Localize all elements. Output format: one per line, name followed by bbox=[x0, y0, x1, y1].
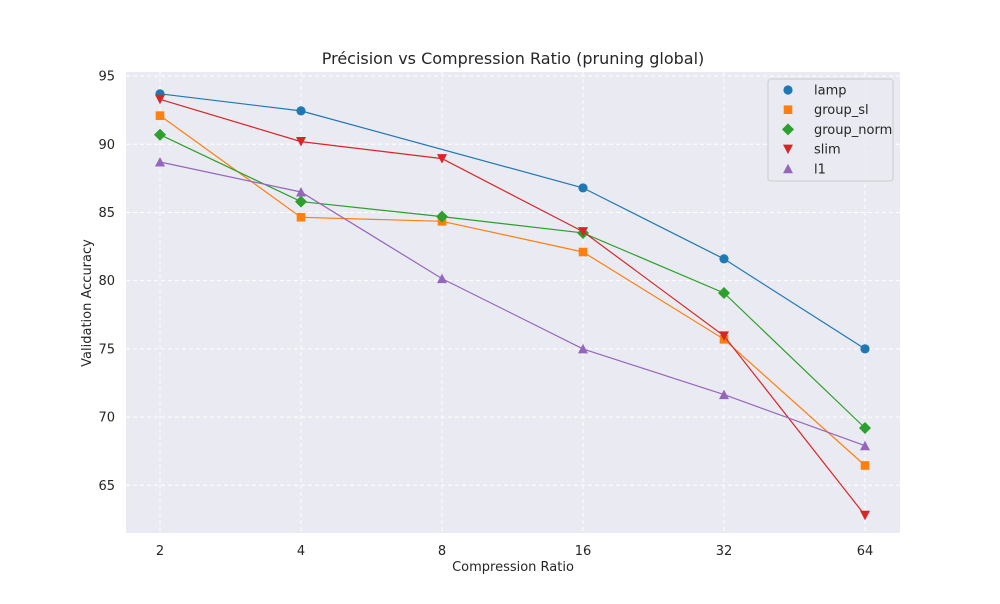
data-point-lamp bbox=[860, 344, 870, 354]
legend-marker-lamp bbox=[783, 85, 793, 95]
data-point-group_norm bbox=[295, 195, 307, 208]
data-point-l1 bbox=[296, 187, 306, 197]
legend-label: slim bbox=[814, 143, 841, 158]
data-point-lamp bbox=[719, 254, 729, 264]
legend-marker-l1 bbox=[783, 163, 793, 174]
legend-label: group_sl bbox=[814, 103, 869, 118]
x-tick-label: 64 bbox=[857, 544, 874, 559]
legend-item: group_sl bbox=[783, 103, 869, 118]
data-point-group_norm bbox=[859, 421, 871, 434]
y-tick-label: 95 bbox=[98, 70, 115, 85]
x-tick-label: 16 bbox=[575, 544, 592, 559]
data-point-slim bbox=[155, 94, 165, 105]
legend-marker-slim bbox=[783, 144, 793, 155]
legend-label: l1 bbox=[814, 162, 826, 177]
x-tick-label: 4 bbox=[297, 544, 305, 559]
y-tick-label: 75 bbox=[98, 342, 115, 357]
data-point-group_sl bbox=[860, 461, 870, 470]
data-point-slim bbox=[296, 137, 306, 147]
x-tick-label: 8 bbox=[438, 544, 446, 559]
x-axis-label: Compression Ratio bbox=[452, 560, 574, 575]
legend-item: l1 bbox=[783, 162, 826, 177]
data-point-l1 bbox=[719, 389, 729, 400]
data-point-group_norm bbox=[154, 128, 166, 141]
y-tick-label: 80 bbox=[98, 274, 115, 289]
series-line-l1 bbox=[159, 161, 866, 447]
y-tick-label: 70 bbox=[98, 411, 115, 426]
series-line-group_norm bbox=[159, 134, 866, 429]
y-axis-label: Validation Accuracy bbox=[80, 239, 95, 367]
data-point-lamp bbox=[296, 106, 306, 116]
data-point-group_sl bbox=[578, 247, 588, 257]
data-point-lamp bbox=[578, 183, 588, 193]
x-tick-label: 32 bbox=[716, 544, 733, 559]
legend-label: lamp bbox=[814, 84, 847, 99]
legend-item: group_norm bbox=[782, 123, 892, 138]
data-point-l1 bbox=[437, 273, 447, 284]
chart-title: Précision vs Compression Ratio (pruning … bbox=[322, 49, 705, 68]
legend-item: slim bbox=[783, 143, 841, 158]
legend-item: lamp bbox=[783, 84, 847, 99]
data-point-slim bbox=[719, 331, 729, 341]
series-layer bbox=[154, 89, 871, 521]
y-tick-label: 85 bbox=[98, 206, 115, 221]
data-point-group_norm bbox=[436, 210, 448, 223]
legend-box bbox=[767, 78, 894, 182]
data-point-group_sl bbox=[296, 212, 306, 222]
series-line-group_sl bbox=[159, 115, 866, 466]
data-point-slim bbox=[437, 154, 447, 164]
data-point-l1 bbox=[155, 157, 165, 167]
data-point-l1 bbox=[860, 440, 870, 451]
data-point-group_sl bbox=[155, 111, 165, 120]
legend-marker-group_norm bbox=[782, 123, 794, 136]
series-line-slim bbox=[159, 98, 866, 516]
series-slim bbox=[155, 94, 870, 521]
data-point-l1 bbox=[578, 343, 588, 354]
series-l1 bbox=[155, 157, 870, 451]
legend-label: group_norm bbox=[814, 123, 892, 138]
legend-marker-group_sl bbox=[783, 105, 793, 114]
x-tick-label: 2 bbox=[156, 544, 164, 559]
data-point-slim bbox=[578, 227, 588, 237]
tick-labels: 2 4 8 16 32 64 65 70 75 80 85 90 95 bbox=[98, 70, 873, 559]
y-tick-label: 65 bbox=[98, 479, 115, 494]
data-point-slim bbox=[860, 510, 870, 521]
data-point-group_norm bbox=[718, 286, 730, 299]
y-tick-label: 90 bbox=[98, 138, 115, 153]
